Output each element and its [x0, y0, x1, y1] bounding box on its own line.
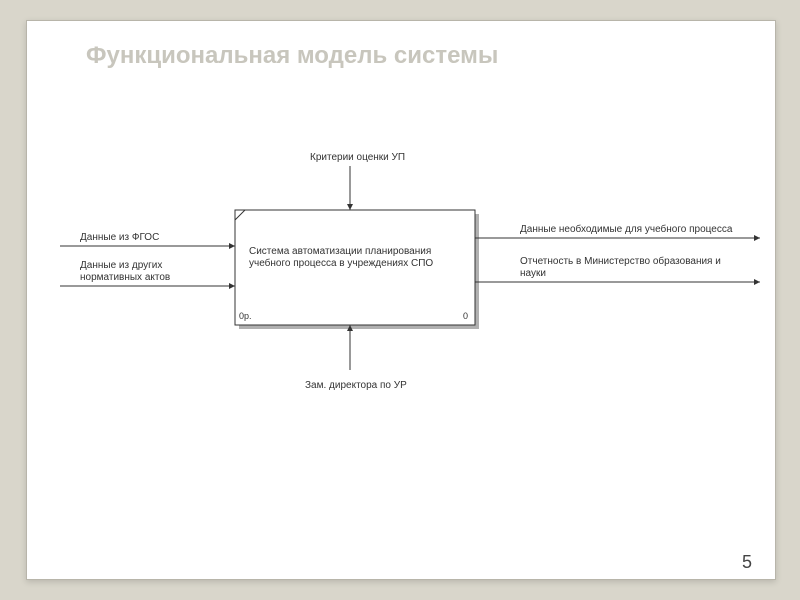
idef0-diagram: [0, 0, 800, 600]
process-box-label: Система автоматизации планирования учебн…: [249, 246, 461, 269]
output-label-1: Отчетность в Министерство образования и …: [520, 256, 721, 279]
box-corner-right: 0: [463, 311, 468, 321]
input-label-1: Данные из других нормативных актов: [80, 260, 170, 283]
mechanism-label: Зам. директора по УР: [305, 380, 407, 392]
box-corner-left: 0р.: [239, 311, 252, 321]
input-label-0: Данные из ФГОС: [80, 232, 159, 244]
control-label: Критерии оценки УП: [310, 152, 405, 164]
slide-canvas: Функциональная модель системы 5 Система …: [0, 0, 800, 600]
output-label-0: Данные необходимые для учебного процесса: [520, 224, 732, 236]
